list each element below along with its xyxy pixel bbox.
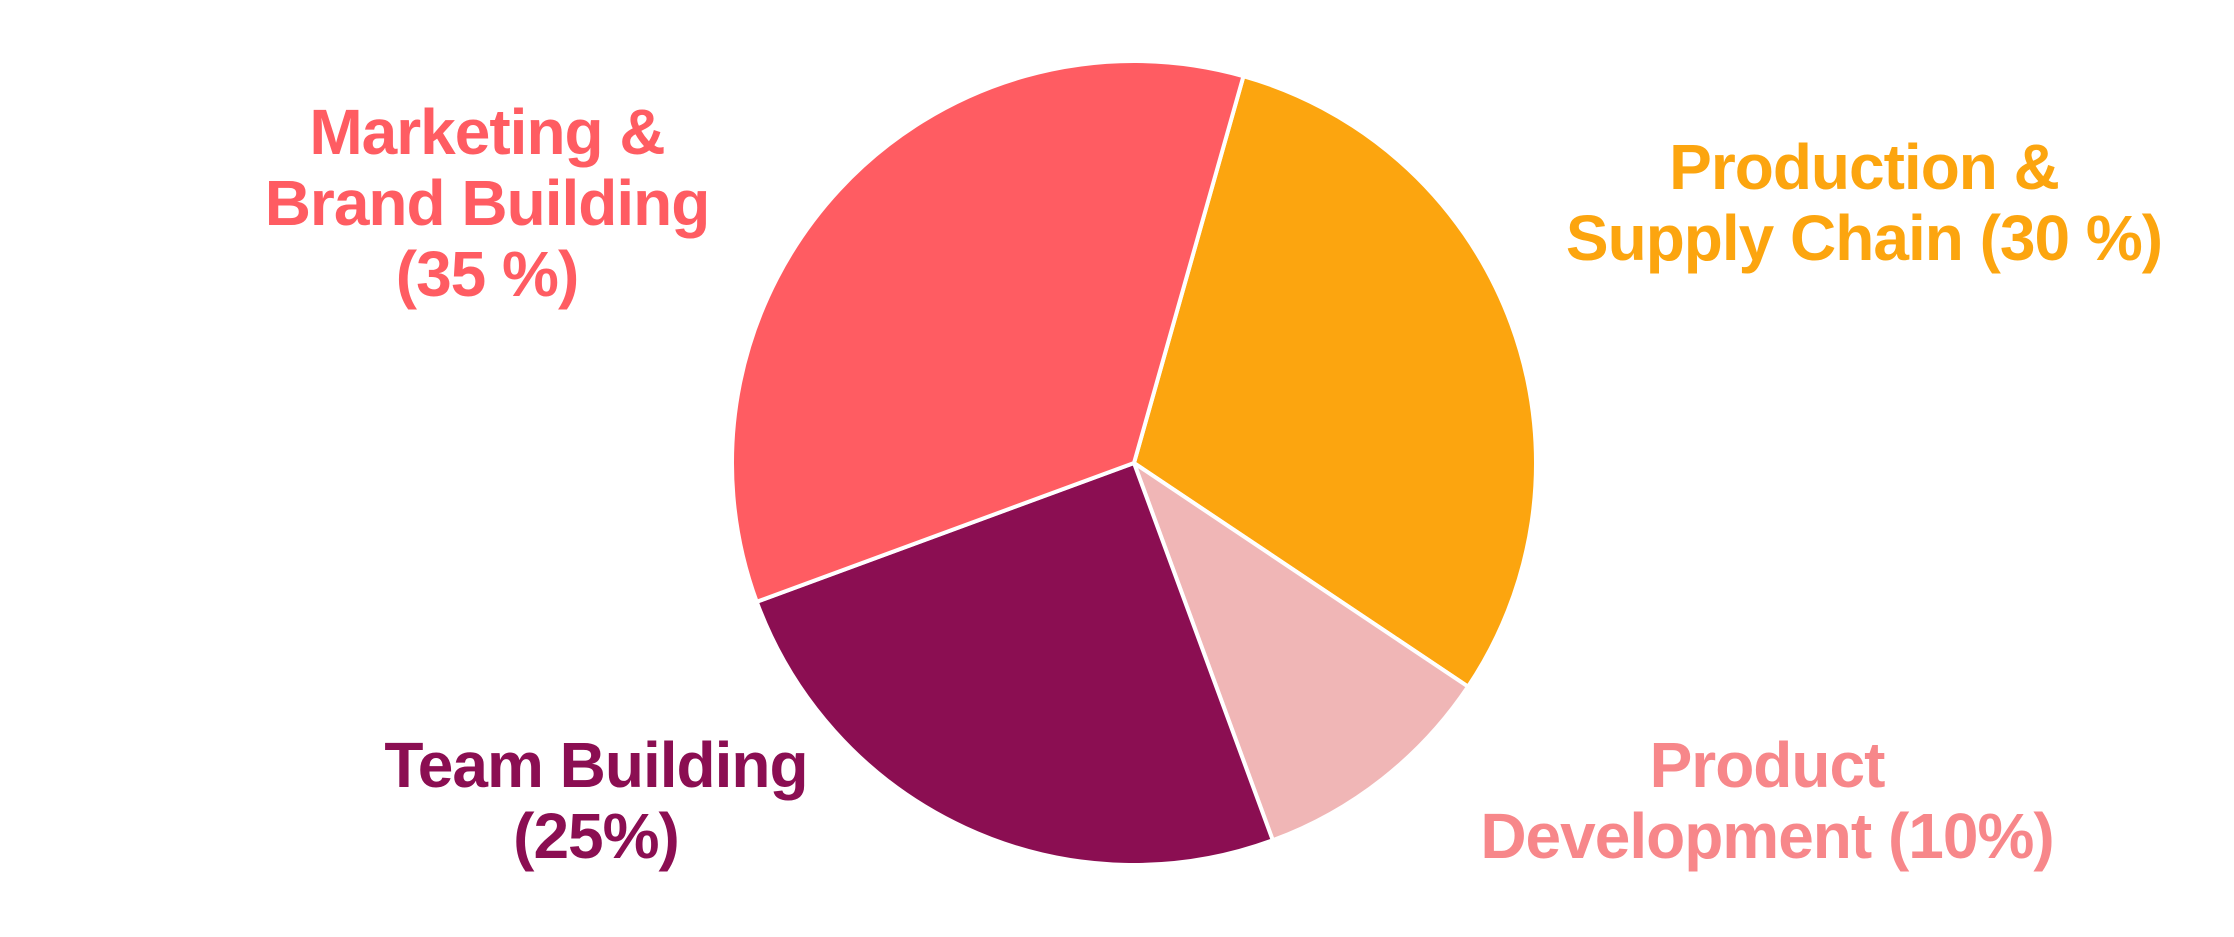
pie-slice — [1132, 461, 1471, 843]
slice-label: Product Development (10%) — [1480, 729, 2053, 872]
slice-label-line: Product — [1650, 729, 1885, 801]
pie-slice — [1132, 74, 1538, 689]
slice-label-line: Development (10%) — [1480, 800, 2053, 872]
slice-label: Production & Supply Chain (30 %) — [1566, 131, 2162, 274]
slice-label-line: (25%) — [513, 800, 679, 872]
slice-label-line: Marketing & — [309, 96, 664, 168]
slice-label: Team Building (25%) — [384, 729, 807, 872]
slice-label-line: Team Building — [384, 729, 807, 801]
slice-label-line: Supply Chain (30 %) — [1566, 202, 2162, 274]
pie-slice — [730, 59, 1246, 604]
slice-label-line: (35 %) — [396, 238, 579, 310]
slice-label-line: Brand Building — [265, 167, 710, 239]
pie-slice — [754, 461, 1275, 867]
slice-label-line: Production & — [1669, 131, 2059, 203]
slice-label: Marketing & Brand Building (35 %) — [265, 96, 710, 310]
